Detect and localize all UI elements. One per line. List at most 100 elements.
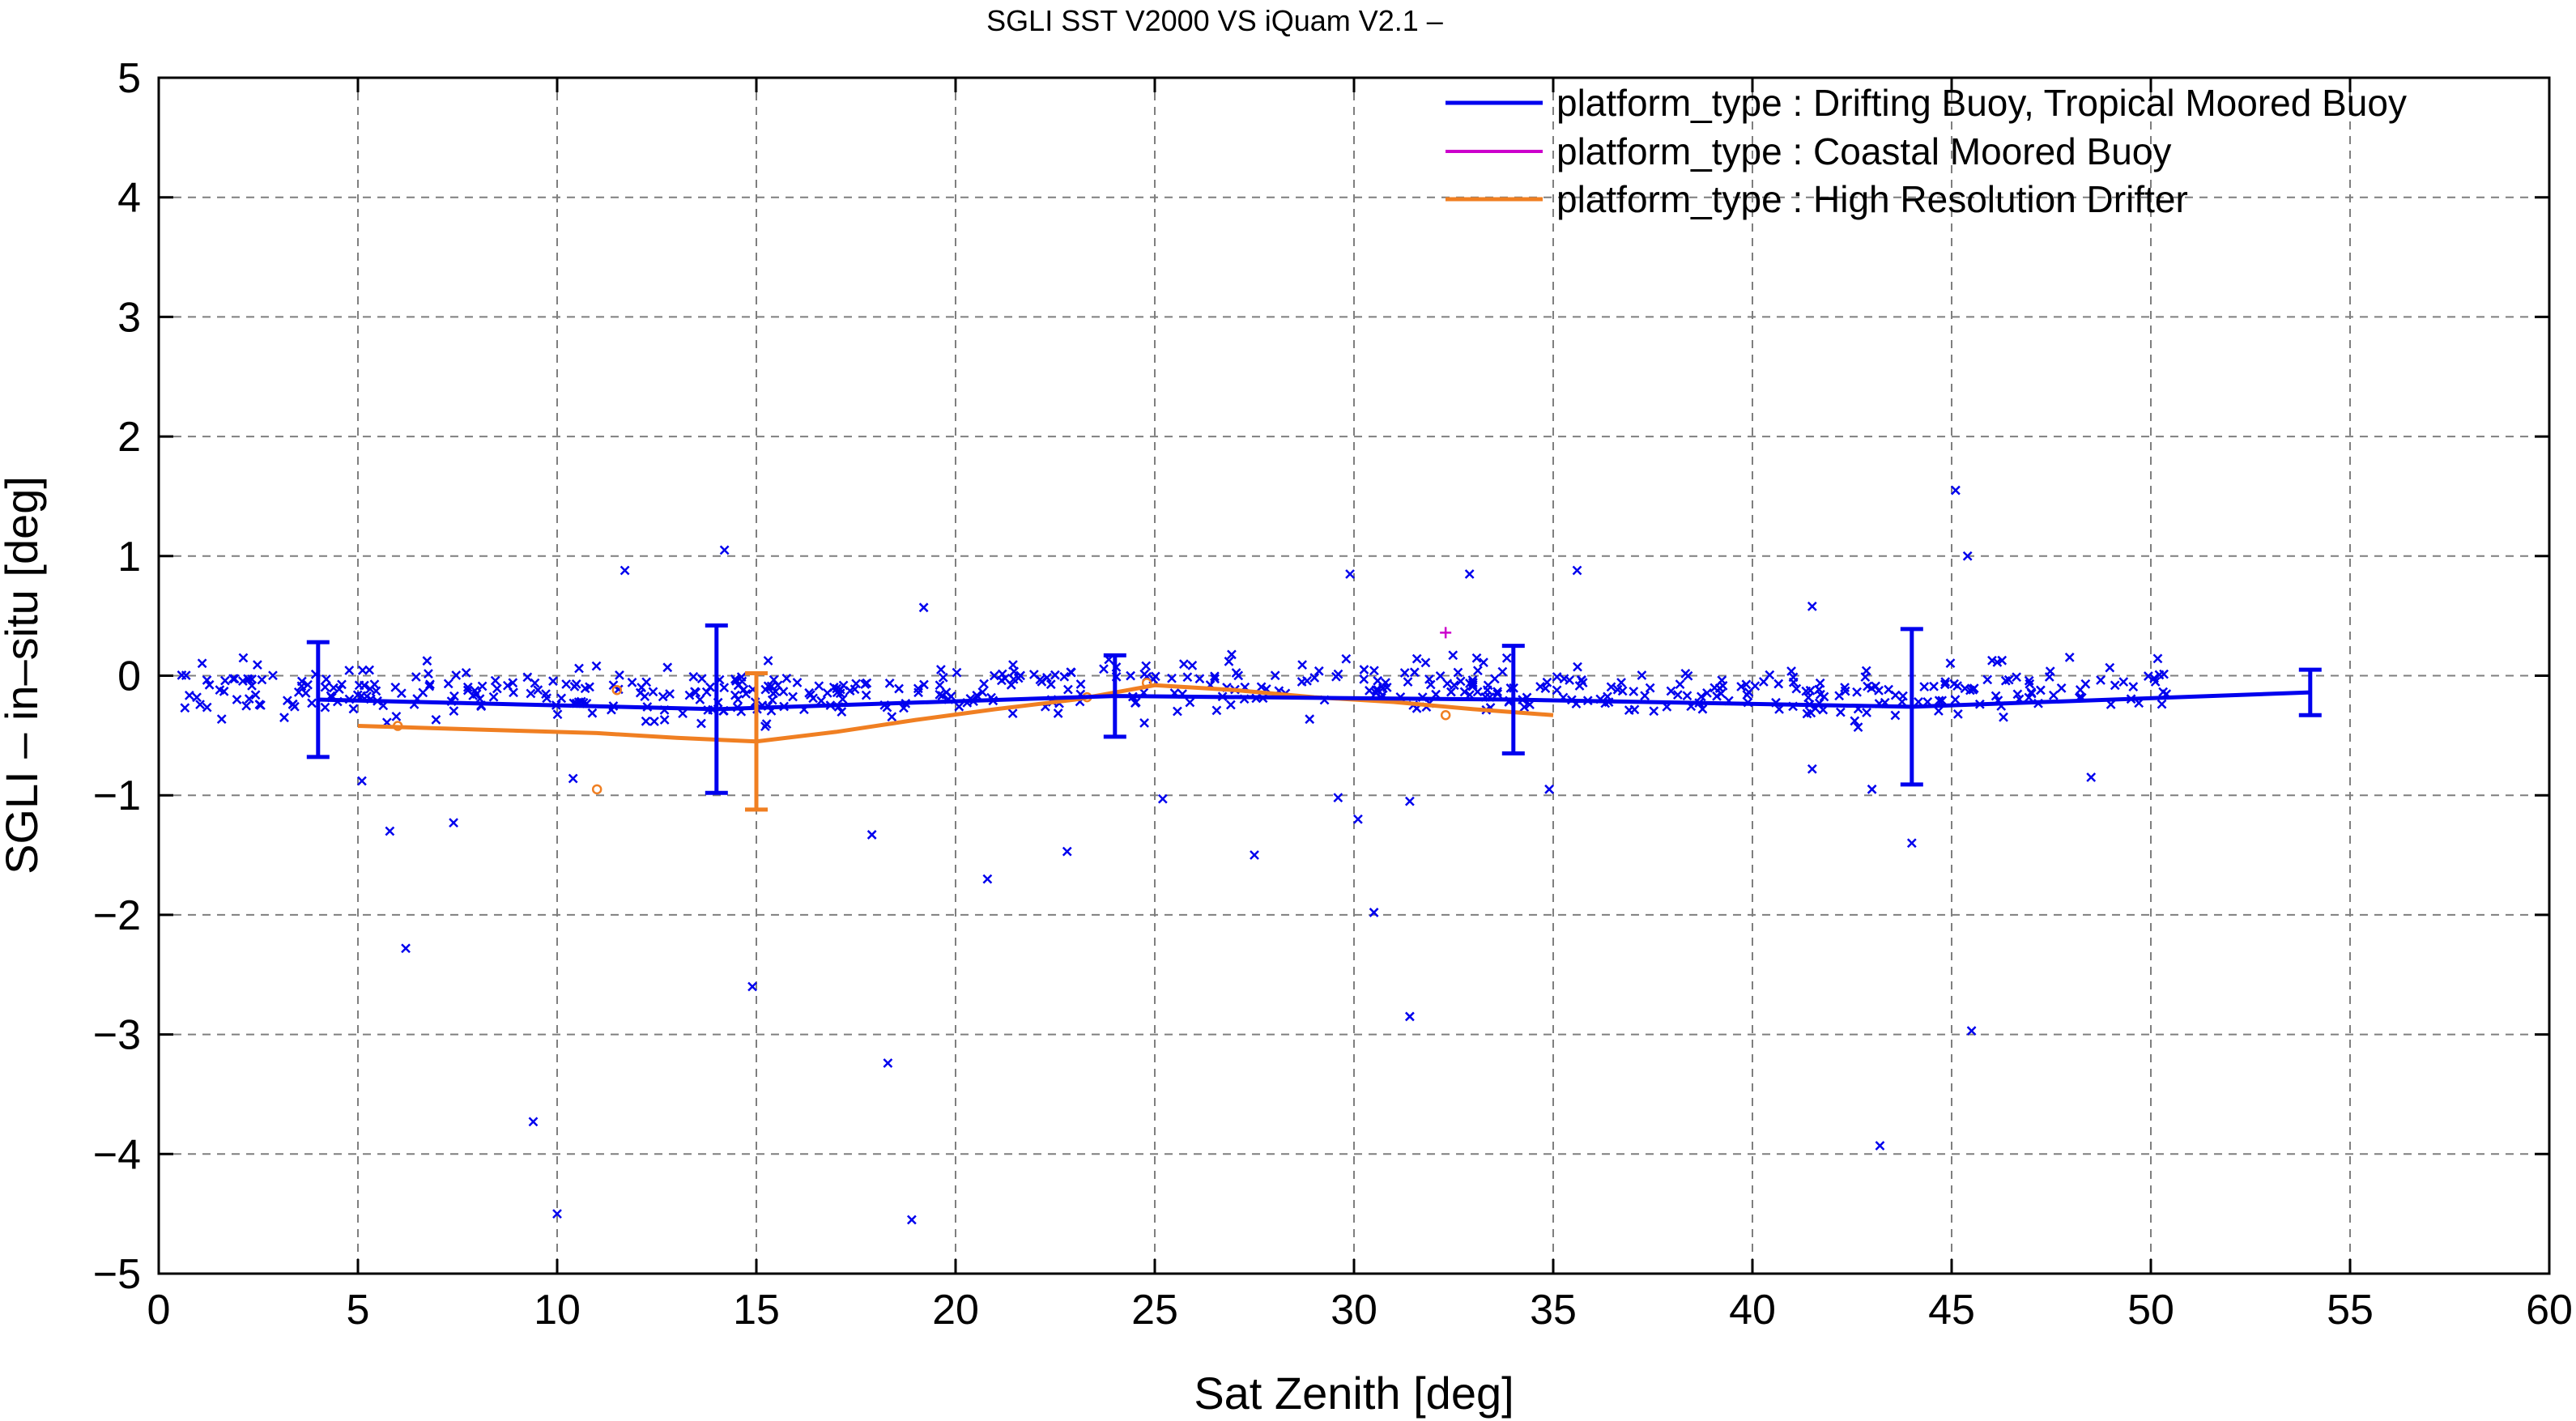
scatter-point-drifting <box>1637 670 1647 680</box>
scatter-point-drifting <box>348 704 359 714</box>
scatter-point-drifting <box>1758 677 1769 687</box>
scatter-point-drifting <box>1369 666 1379 676</box>
scatter-point-drifting <box>329 683 338 693</box>
scatter-point-drifting <box>1702 688 1712 698</box>
scatter-point-drifting <box>1467 678 1478 688</box>
scatter-point-drifting <box>1067 667 1076 678</box>
scatter-point-drifting <box>1345 569 1355 579</box>
scatter-point-drifting <box>552 709 563 720</box>
scatter-point-drifting <box>369 679 380 690</box>
scatter-point-drifting <box>1987 655 1997 666</box>
scatter-point-drifting <box>1853 722 1863 733</box>
scatter-point-drifting <box>2000 675 2011 686</box>
scatter-point-drifting <box>279 713 289 723</box>
scatter-point-drifting <box>371 686 381 696</box>
scatter-point-drifting <box>1007 708 1018 718</box>
scatter-point-drifting <box>919 679 929 690</box>
scatter-point-drifting <box>561 679 572 689</box>
scatter-point-drifting <box>2048 690 2059 700</box>
scatter-point-drifting <box>1649 706 1659 717</box>
scatter-point-drifting <box>2149 673 2159 683</box>
scatter-point-drifting <box>649 717 659 726</box>
scatter-point-drifting <box>1050 670 1060 680</box>
scatter-point-drifting <box>244 674 253 684</box>
scatter-point-drifting <box>1519 702 1530 713</box>
x-tick-label: 15 <box>733 1287 780 1334</box>
scatter-point-drifting <box>449 706 459 717</box>
scatter-point-drifting <box>1341 653 1352 664</box>
scatter-point-drifting <box>320 702 330 713</box>
scatter-point-drifting <box>1471 653 1482 663</box>
scatter-point-drifting <box>972 690 982 700</box>
scatter-point-drifting <box>357 665 368 675</box>
scatter-point-drifting <box>1435 671 1446 681</box>
error-bar-drifting <box>705 623 728 795</box>
error-bar-hrdrifter <box>745 671 768 812</box>
scatter-point-drifting <box>861 690 871 700</box>
scatter-point-drifting <box>344 666 355 675</box>
y-axis-label: SGLI – in–situ [deg] <box>0 476 47 874</box>
scatter-point-drifting <box>1297 660 1307 670</box>
y-tick-label: 3 <box>117 294 141 341</box>
scatter-point-drifting <box>1890 710 1901 721</box>
scatter-point-drifting <box>296 676 307 687</box>
scatter-point-drifting <box>935 680 945 691</box>
scatter-point-drifting <box>1819 691 1829 702</box>
scatter-point-drifting <box>760 721 770 732</box>
scatter-point-drifting <box>1552 672 1562 682</box>
scatter-point-drifting <box>1455 676 1466 687</box>
scatter-point-drifting <box>1227 649 1237 660</box>
scatter-point-drifting <box>1403 677 1413 687</box>
scatter-point-drifting <box>1573 662 1582 672</box>
scatter-point-drifting <box>887 712 897 722</box>
scatter-point-drifting <box>1929 681 1939 691</box>
scatter-point-drifting <box>2035 685 2046 696</box>
scatter-point-drifting <box>1472 666 1483 676</box>
scatter-point-drifting <box>197 658 207 669</box>
scatter-points <box>177 485 2172 1225</box>
scatter-point-drifting <box>1424 674 1434 684</box>
scatter-point-drifting <box>1612 684 1623 695</box>
scatter-point-drifting <box>1966 1026 1977 1036</box>
scatter-point-drifting <box>1750 681 1761 691</box>
scatter-point-drifting <box>490 675 500 686</box>
scatter-point-drifting <box>1645 683 1655 693</box>
scatter-point-drifting <box>2144 671 2153 681</box>
scatter-point-drifting <box>937 691 947 701</box>
scatter-point-drifting <box>1840 683 1850 692</box>
scatter-point-drifting <box>268 670 278 681</box>
scatter-point-drifting <box>461 667 471 678</box>
y-tick-label: −3 <box>93 1012 141 1059</box>
scatter-point-drifting <box>462 682 473 692</box>
scatter-point-drifting <box>1999 712 2008 722</box>
scatter-point-drifting <box>635 687 645 698</box>
scatter-point-drifting <box>662 662 673 673</box>
scatter-point-drifting <box>1906 838 1917 849</box>
scatter-point-drifting <box>1982 674 1993 685</box>
x-tick-label: 25 <box>1131 1287 1178 1334</box>
scatter-point-drifting <box>526 688 536 699</box>
scatter-point-drifting <box>733 695 743 704</box>
scatter-point-drifting <box>1224 657 1234 666</box>
scatter-point-drifting <box>1333 793 1343 803</box>
scatter-point-drifting <box>1629 687 1639 696</box>
scatter-point-drifting <box>1008 660 1018 670</box>
x-tick-label: 30 <box>1331 1287 1377 1334</box>
scatter-point-drifting <box>443 679 453 689</box>
scatter-point-drifting <box>1807 601 1817 611</box>
scatter-point-drifting <box>1157 793 1168 804</box>
scatter-point-drifting <box>1934 696 1944 706</box>
scatter-point-drifting <box>2080 679 2091 689</box>
scatter-point-drifting <box>2105 662 2115 673</box>
scatter-point-drifting <box>1302 676 1312 686</box>
scatter-point-drifting <box>1606 682 1616 692</box>
scatter-point-hrdrifter <box>611 684 623 696</box>
scatter-point-drifting <box>1167 673 1177 683</box>
y-tick-label: 4 <box>117 175 141 222</box>
scatter-point-drifting <box>1353 814 1363 824</box>
mean-line-drifting <box>317 690 2310 712</box>
scatter-point-hrdrifter <box>1440 709 1451 721</box>
scatter-point-drifting <box>202 702 212 713</box>
scatter-point-drifting <box>1940 677 1951 687</box>
scatter-point-drifting <box>253 660 262 670</box>
